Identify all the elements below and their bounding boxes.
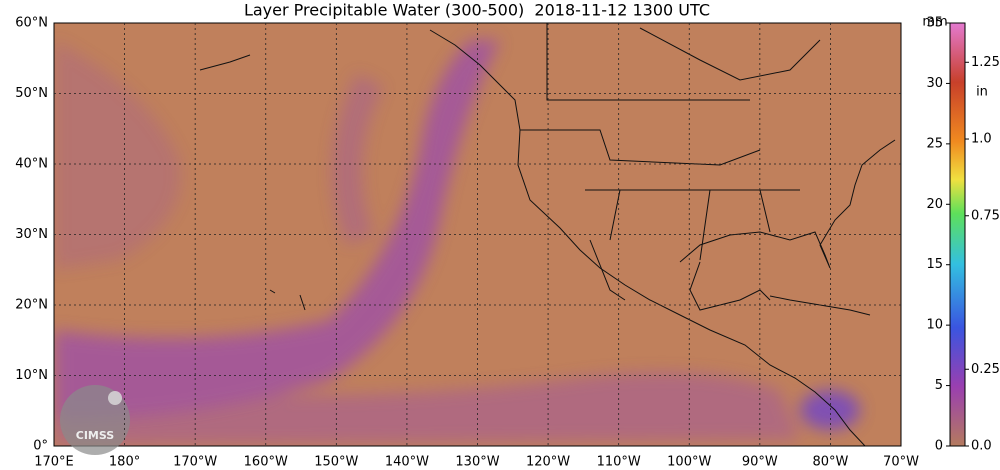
lat-label: 40°N: [15, 157, 48, 172]
lon-label: 120°W: [526, 455, 570, 470]
colorbar: [949, 22, 966, 447]
lon-label: 170°E: [34, 455, 74, 470]
colorbar-label: 5: [935, 378, 943, 393]
colorbar-unit: mm: [922, 15, 947, 30]
colorbar-label: 10: [926, 318, 943, 333]
lon-label: 110°W: [597, 455, 641, 470]
lon-label: 70°W: [883, 455, 919, 470]
lon-label: 80°W: [812, 455, 848, 470]
colorbar-label: 20: [926, 197, 943, 212]
colorbar-unit: in: [976, 85, 988, 100]
colorbar-label: 0.25: [971, 362, 1000, 377]
colorbar-label: 35: [926, 16, 943, 31]
lon-label: 160°W: [244, 455, 288, 470]
lat-label: 0°: [33, 439, 48, 454]
colorbar-label: 0.0: [971, 439, 992, 454]
coastlines: [199, 23, 896, 446]
lon-label: 180°: [109, 455, 140, 470]
lat-label: 30°N: [15, 227, 48, 242]
colorbar-label: 1.25: [971, 55, 1000, 70]
lat-label: 60°N: [15, 16, 48, 31]
lon-label: 150°W: [314, 455, 358, 470]
map-title: Layer Precipitable Water (300-500) 2018-…: [244, 1, 710, 20]
colorbar-label: 15: [926, 257, 943, 272]
lon-label: 100°W: [667, 455, 711, 470]
colorbar-label: 25: [926, 136, 943, 151]
lat-label: 50°N: [15, 86, 48, 101]
logo-text: CIMSS: [76, 429, 115, 442]
lon-label: 130°W: [455, 455, 499, 470]
logo: CIMSS: [60, 385, 130, 455]
colorbar-label: 0.75: [971, 208, 1000, 223]
colorbar-label: 1.0: [971, 132, 992, 147]
lat-label: 20°N: [15, 298, 48, 313]
lat-label: 10°N: [15, 368, 48, 383]
lon-label: 170°W: [173, 455, 217, 470]
lon-label: 140°W: [385, 455, 429, 470]
colorbar-label: 0: [935, 439, 943, 454]
lon-label: 90°W: [742, 455, 778, 470]
colorbar-label: 30: [926, 76, 943, 91]
